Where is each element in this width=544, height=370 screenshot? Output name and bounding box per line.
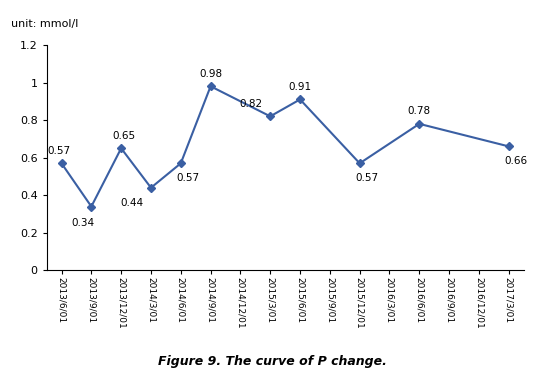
Text: 0.66: 0.66 [504,157,527,166]
Text: 0.82: 0.82 [239,99,262,109]
Text: 0.65: 0.65 [113,131,135,141]
Text: 0.57: 0.57 [47,145,70,156]
Text: 0.34: 0.34 [71,218,95,228]
Text: 0.91: 0.91 [288,82,312,92]
Text: 0.44: 0.44 [120,198,143,208]
Text: 0.98: 0.98 [199,68,222,78]
Text: unit: mmol/l: unit: mmol/l [11,19,78,29]
Text: Figure 9. The curve of P change.: Figure 9. The curve of P change. [158,355,386,368]
Text: 0.78: 0.78 [408,106,431,116]
Text: 0.57: 0.57 [176,174,199,184]
Text: 0.57: 0.57 [355,174,378,184]
